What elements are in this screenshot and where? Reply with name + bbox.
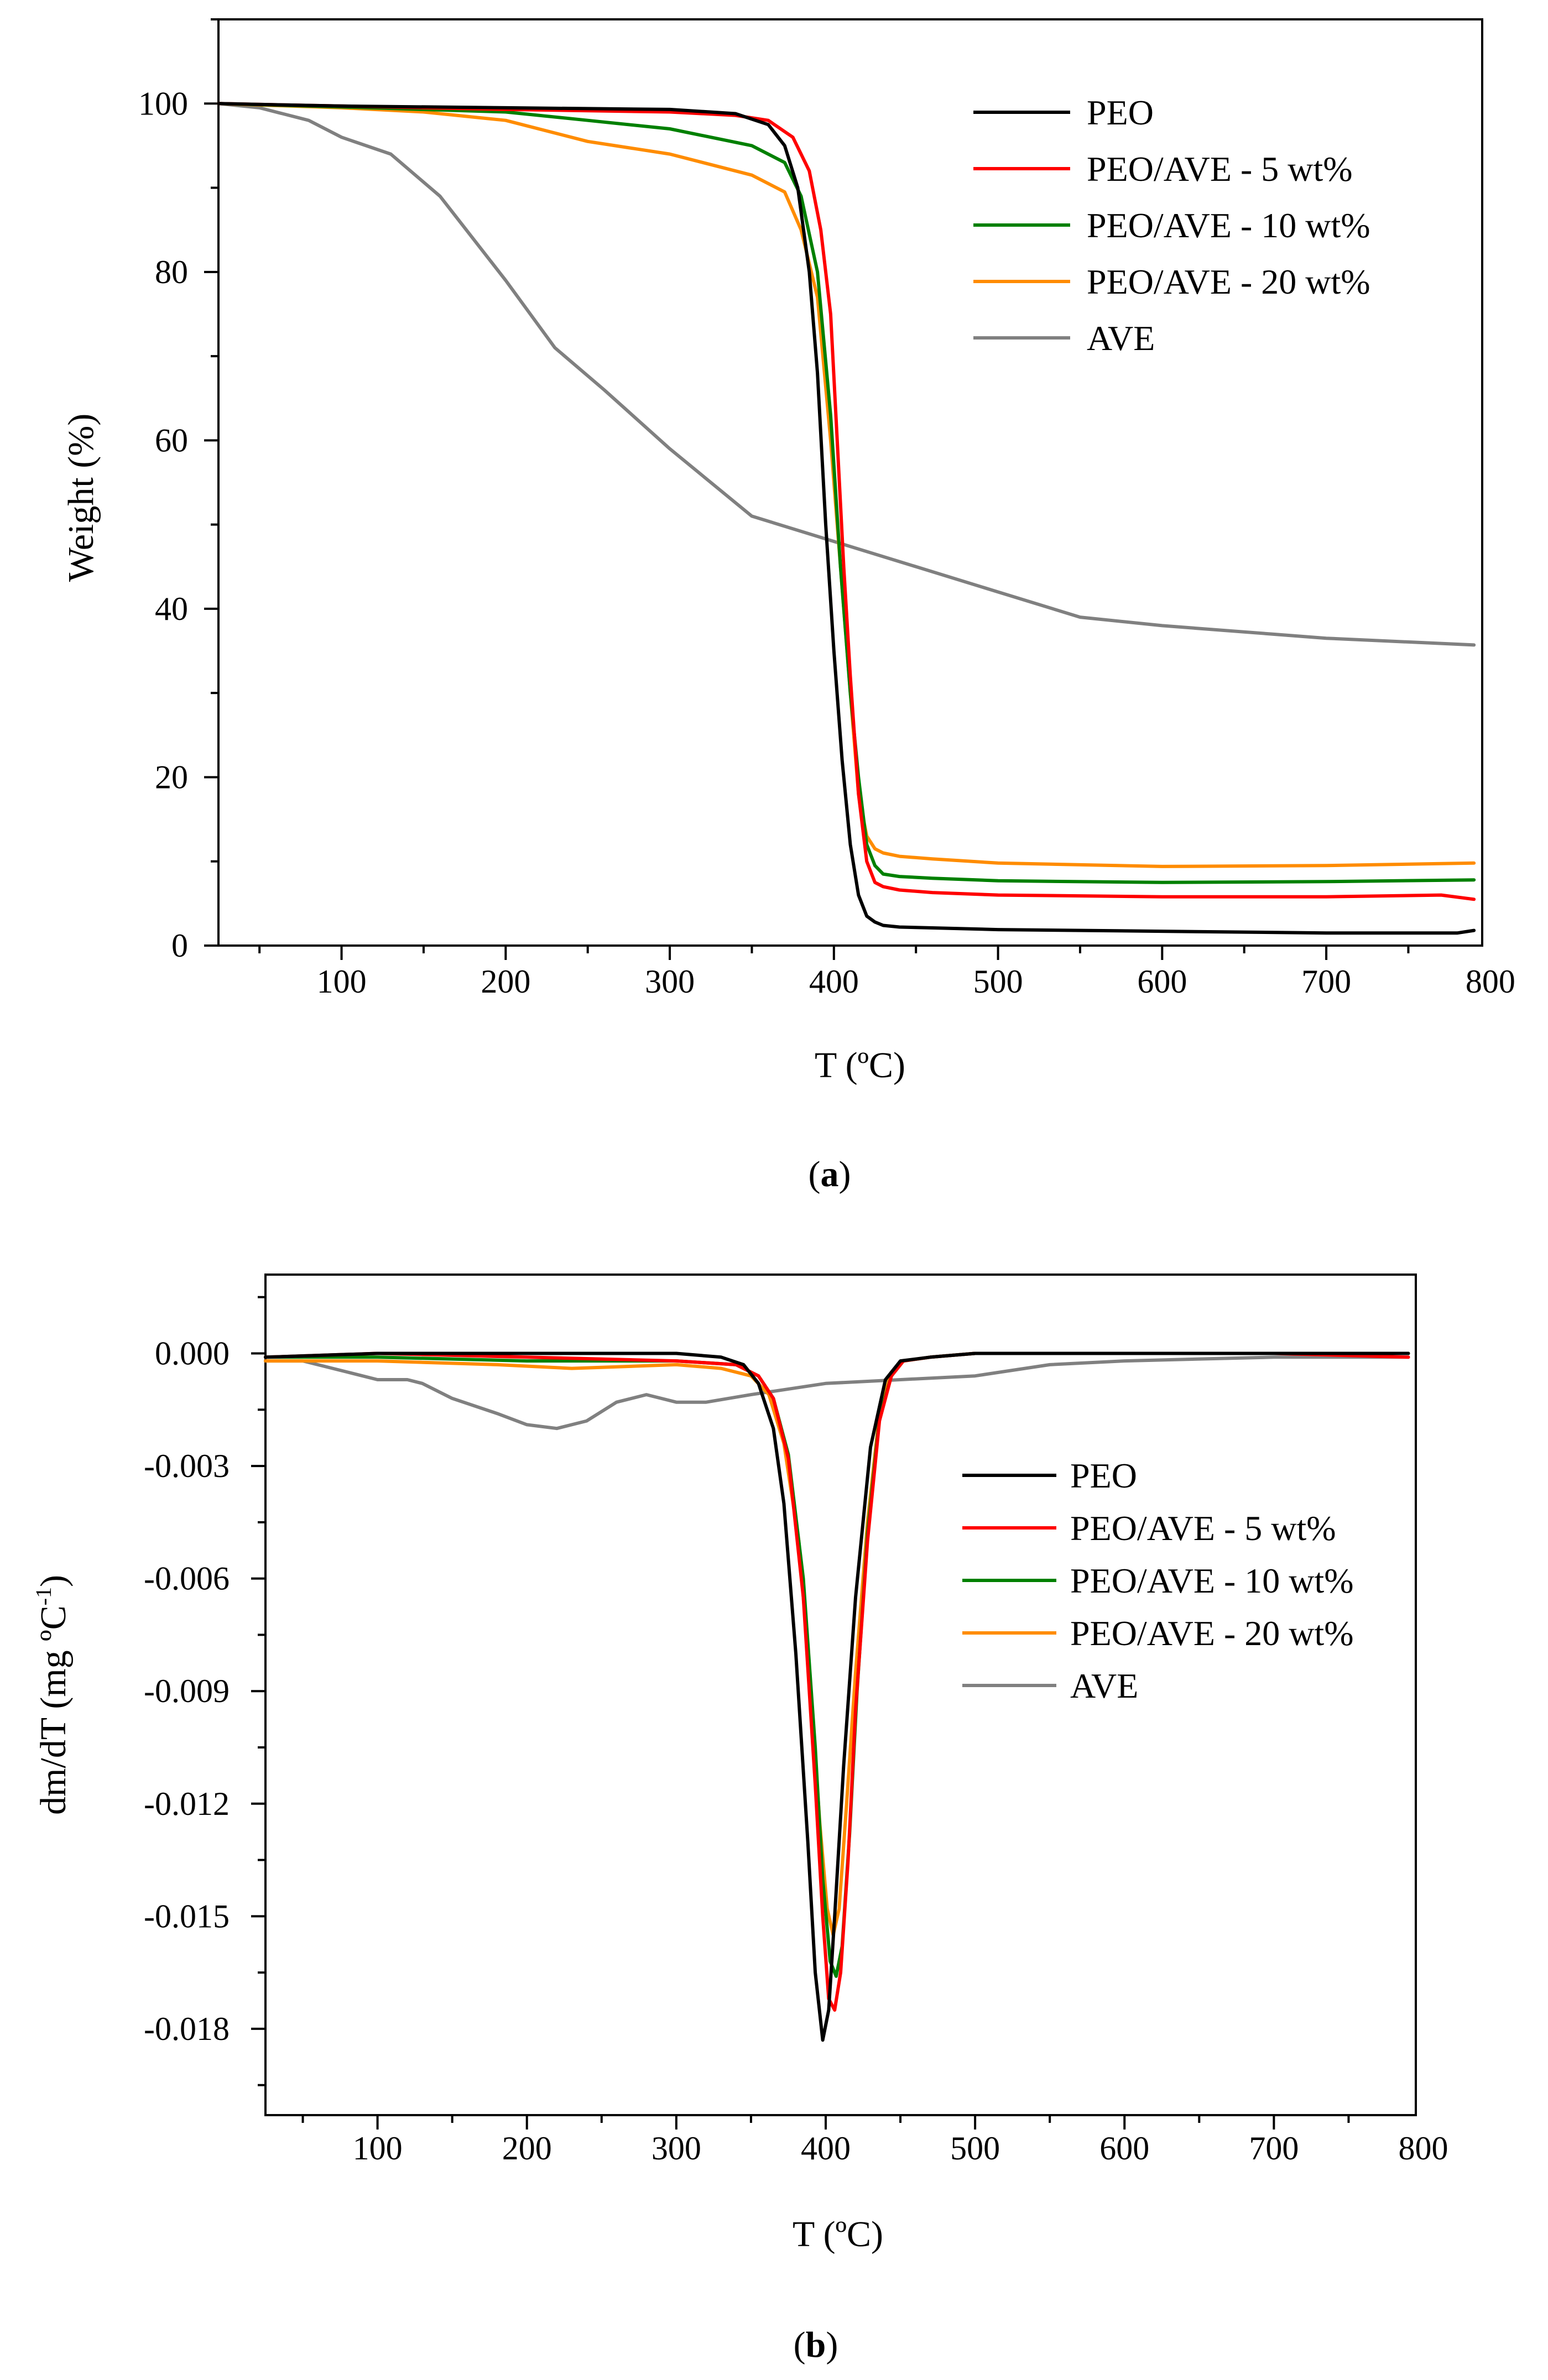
x-tick-label: 500 [950, 2130, 1000, 2167]
chart-a-ticks [204, 18, 1410, 960]
y-tick-label: -0.015 [144, 1898, 230, 1934]
y-tick-label: -0.006 [144, 1560, 230, 1597]
caption-b-close: ) [826, 2325, 838, 2365]
chart-b-y-axis-title: dm/dT (mg ºC-1) [31, 1575, 74, 1815]
x-tick-label: 600 [1137, 963, 1187, 1000]
chart-b-y-axis-title-close: ) [33, 1575, 74, 1587]
legend-label: PEO/AVE - 20 wt% [1070, 1614, 1354, 1653]
chart-b-ticks [251, 1296, 1350, 2130]
x-tick-label: 300 [651, 2130, 701, 2167]
x-tick-label: 700 [1249, 2130, 1299, 2167]
chart-a-y-tick-labels: 0 20 40 60 80 100 [138, 85, 188, 964]
x-tick-label: 600 [1099, 2130, 1149, 2167]
y-tick-label: -0.009 [144, 1673, 230, 1709]
chart-b-series-lines [264, 1351, 1410, 2042]
chart-a-y-axis-title: Weight (%) [61, 414, 101, 582]
chart-a-legend: PEO PEO/AVE - 5 wt% PEO/AVE - 10 wt% PEO/AV… [973, 93, 1370, 358]
y-tick-label: 0 [171, 927, 188, 964]
series-line-ave [217, 102, 1476, 647]
series-line-peo [217, 102, 1476, 935]
caption-a-open: ( [809, 1154, 821, 1194]
chart-b-plot-frame [264, 1273, 1417, 2116]
y-tick-label: 20 [155, 759, 188, 795]
legend-label: PEO [1087, 93, 1154, 132]
chart-b-y-axis-title-main: dm/dT (mg ºC [33, 1605, 74, 1815]
chart-a-series-lines [217, 102, 1476, 935]
legend-label: AVE [1087, 319, 1155, 358]
chart-a: 100 200 300 400 500 600 700 800 0 20 40 60 80 100 T … [61, 18, 1515, 1085]
chart-b-x-axis-title: T (ºC) [793, 2214, 883, 2254]
chart-a-plot-frame [217, 18, 1483, 947]
chart-b-x-tick-labels: 100 200 300 400 500 600 700 800 [353, 2130, 1448, 2167]
x-tick-label: 200 [481, 963, 530, 1000]
series-line-ave [264, 1355, 1410, 1431]
legend-label: PEO/AVE - 5 wt% [1070, 1509, 1336, 1548]
x-tick-label: 500 [973, 963, 1023, 1000]
series-line-peo [264, 1351, 1410, 2042]
chart-a-x-axis-title: T (ºC) [815, 1045, 905, 1085]
y-tick-label: -0.018 [144, 2011, 230, 2047]
x-tick-label: 700 [1301, 963, 1351, 1000]
legend-label: PEO/AVE - 5 wt% [1087, 149, 1353, 189]
y-tick-label: 100 [138, 85, 188, 122]
x-tick-label: 200 [502, 2130, 552, 2167]
x-tick-label: 100 [353, 2130, 403, 2167]
caption-a-letter: a [821, 1154, 839, 1194]
y-tick-label: 60 [155, 422, 188, 458]
legend-label: PEO/AVE - 10 wt% [1070, 1561, 1354, 1600]
y-tick-label: 0.000 [155, 1335, 230, 1372]
caption-a-close: ) [839, 1154, 851, 1194]
x-tick-label: 100 [317, 963, 367, 1000]
chart-a-x-tick-labels: 100 200 300 400 500 600 700 800 [317, 963, 1515, 1000]
y-tick-label: -0.003 [144, 1448, 230, 1484]
legend-label: AVE [1070, 1666, 1138, 1705]
chart-b: 100 200 300 400 500 600 700 800 0.000 -0.003 -0.0… [31, 1273, 1448, 2254]
legend-label: PEO [1070, 1456, 1137, 1495]
x-tick-label: 800 [1466, 963, 1515, 1000]
caption-a: (a) [809, 1154, 851, 1194]
x-tick-label: 400 [809, 963, 859, 1000]
y-tick-label: 80 [155, 254, 188, 290]
x-tick-label: 400 [801, 2130, 851, 2167]
chart-b-y-tick-labels: 0.000 -0.003 -0.006 -0.009 -0.012 -0.015 -0.01… [144, 1335, 230, 2047]
series-line-peo-ave-5-wt [217, 102, 1476, 901]
y-tick-label: 40 [155, 591, 188, 627]
caption-b-open: ( [794, 2325, 806, 2365]
chart-b-y-axis-title-sup: -1 [31, 1587, 56, 1605]
legend-label: PEO/AVE - 20 wt% [1087, 262, 1370, 301]
chart-b-legend: PEO PEO/AVE - 5 wt% PEO/AVE - 10 wt% PEO/AV… [962, 1456, 1354, 1705]
caption-b: (b) [794, 2325, 838, 2365]
x-tick-label: 300 [645, 963, 695, 1000]
y-tick-label: -0.012 [144, 1786, 230, 1822]
x-tick-label: 800 [1399, 2130, 1448, 2167]
legend-label: PEO/AVE - 10 wt% [1087, 206, 1370, 245]
series-line-peo-ave-10-wt [217, 102, 1476, 884]
caption-b-letter: b [806, 2325, 826, 2365]
